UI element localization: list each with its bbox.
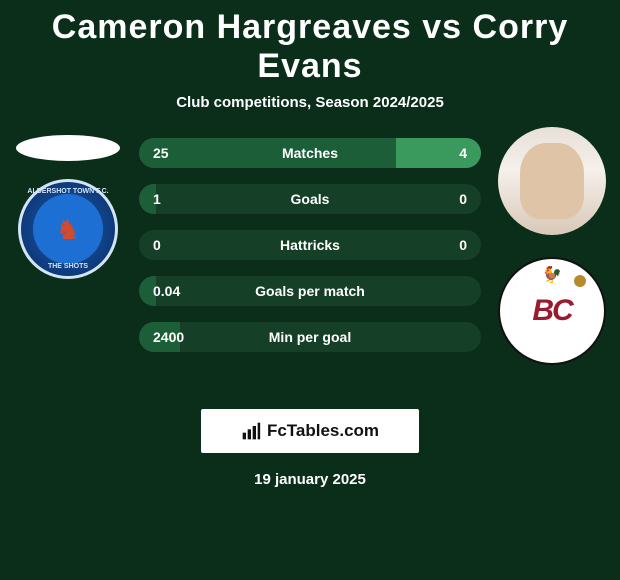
player-right-avatar bbox=[498, 127, 606, 235]
stat-label: Goals per match bbox=[139, 283, 481, 299]
comparison-area: ALDERSHOT TOWN F.C. ♞ THE SHOTS 🐓 BC 25M… bbox=[0, 135, 620, 395]
player-right-club-badge: 🐓 BC bbox=[498, 257, 606, 365]
stat-row: 2400Min per goal bbox=[138, 321, 482, 353]
stat-row: 1Goals0 bbox=[138, 183, 482, 215]
stat-label: Hattricks bbox=[139, 237, 481, 253]
stat-right-value: 4 bbox=[459, 145, 467, 161]
player-left-avatar bbox=[16, 135, 120, 161]
club-initials: BC bbox=[532, 294, 571, 328]
page-title: Cameron Hargreaves vs Corry Evans bbox=[0, 0, 620, 86]
ball-icon bbox=[574, 275, 586, 287]
stat-label: Goals bbox=[139, 191, 481, 207]
stat-row: 0.04Goals per match bbox=[138, 275, 482, 307]
phoenix-icon: ♞ bbox=[55, 213, 80, 246]
brand-badge: FcTables.com bbox=[201, 409, 419, 453]
date-label: 19 january 2025 bbox=[0, 471, 620, 488]
stat-right-value: 0 bbox=[459, 237, 467, 253]
player-right-column: 🐓 BC bbox=[492, 135, 612, 365]
stat-label: Matches bbox=[139, 145, 481, 161]
player-left-club-badge: ALDERSHOT TOWN F.C. ♞ THE SHOTS bbox=[18, 179, 118, 279]
rooster-icon: 🐓 bbox=[542, 265, 562, 285]
player-left-column: ALDERSHOT TOWN F.C. ♞ THE SHOTS bbox=[8, 135, 128, 279]
stat-row: 0Hattricks0 bbox=[138, 229, 482, 261]
badge-inner: ♞ bbox=[33, 194, 103, 264]
stats-list: 25Matches41Goals00Hattricks00.04Goals pe… bbox=[138, 137, 482, 367]
page-subtitle: Club competitions, Season 2024/2025 bbox=[0, 94, 620, 111]
brand-text: FcTables.com bbox=[267, 421, 379, 441]
stat-label: Min per goal bbox=[139, 329, 481, 345]
bar-chart-icon bbox=[241, 421, 261, 441]
stat-right-value: 0 bbox=[459, 191, 467, 207]
stat-row: 25Matches4 bbox=[138, 137, 482, 169]
